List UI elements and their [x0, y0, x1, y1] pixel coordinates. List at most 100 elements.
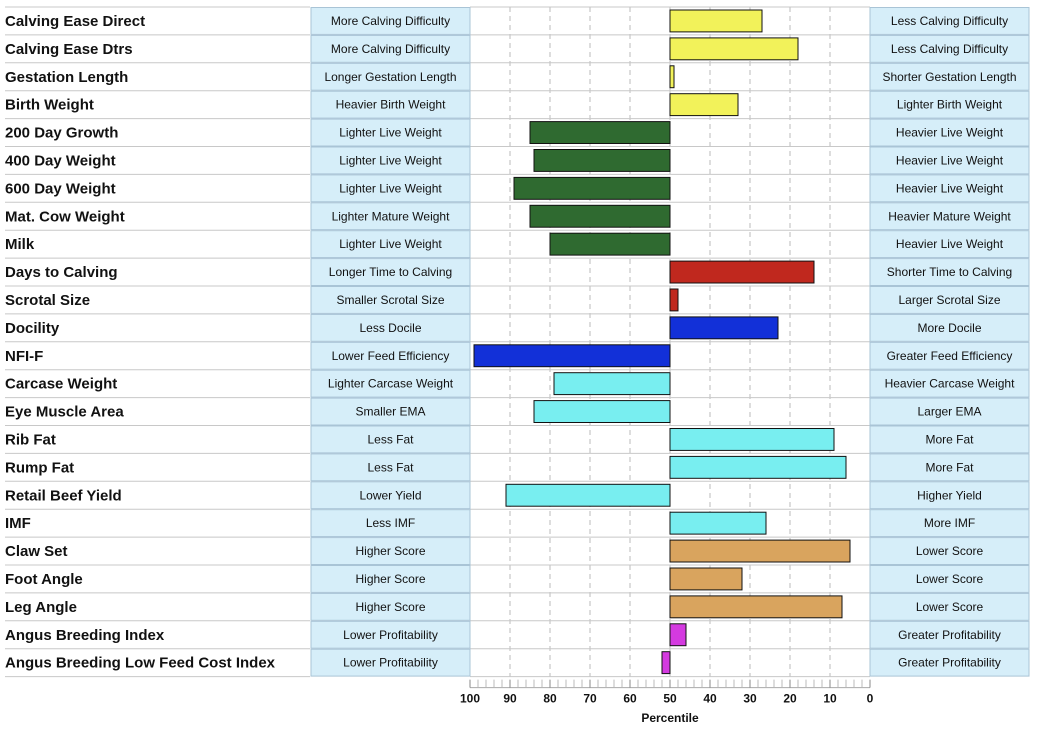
low-desc-label: More Calving Difficulty: [331, 14, 450, 28]
bar-eye-muscle-area: [533, 400, 671, 424]
high-desc-label: Heavier Carcase Weight: [885, 377, 1015, 391]
high-desc-label: Lower Score: [916, 544, 984, 558]
high-desc-box: [869, 202, 1030, 231]
high-desc-box: [869, 90, 1030, 119]
low-desc-label: Less IMF: [366, 516, 415, 530]
high-desc-label: Greater Profitability: [898, 628, 1001, 642]
low-desc-box: [310, 592, 471, 621]
high-desc-box: [869, 481, 1030, 510]
bar-600-day-weight: [513, 176, 671, 200]
rows-layer: Calving Ease Direct More Calving Difficul…: [5, 6, 1030, 678]
high-desc-box: [869, 118, 1030, 147]
low-desc-label: Lighter Live Weight: [339, 126, 442, 140]
x-axis-title: Percentile: [641, 711, 699, 725]
x-tick-label: 10: [823, 692, 837, 706]
high-desc-label: More Docile: [917, 321, 981, 335]
low-desc-box: [310, 341, 471, 370]
high-desc-box: [869, 7, 1030, 35]
low-desc-box: [310, 453, 471, 482]
bar-imf: [669, 511, 767, 535]
low-desc-label: Longer Gestation Length: [324, 70, 456, 84]
bar-angus-breeding-low-feed-cost-index: [661, 651, 671, 675]
low-desc-box: [310, 286, 471, 314]
x-axis: 100 90 80 70 60 50 40 30 20 10 0: [460, 679, 874, 706]
low-desc-box: [310, 565, 471, 593]
high-desc-box: [869, 313, 1030, 342]
x-tick-label: 30: [743, 692, 757, 706]
low-desc-label: Higher Score: [355, 544, 425, 558]
trait-label: Calving Ease Dtrs: [5, 41, 133, 58]
low-desc-label: Lower Profitability: [343, 628, 438, 642]
low-desc-label: Lower Profitability: [343, 656, 438, 670]
low-desc-box: [310, 118, 471, 147]
bar-calving-ease-direct: [669, 9, 763, 33]
trait-label: Rib Fat: [5, 431, 56, 448]
high-desc-label: Higher Yield: [917, 488, 982, 502]
trait-label: Retail Beef Yield: [5, 487, 122, 504]
low-desc-label: Less Fat: [367, 460, 414, 474]
high-desc-box: [869, 341, 1030, 370]
trait-label: 200 Day Growth: [5, 125, 118, 142]
bar-rump-fat: [669, 455, 847, 479]
bar-birth-weight: [669, 93, 739, 117]
low-desc-label: Lighter Mature Weight: [332, 209, 451, 223]
low-desc-box: [310, 509, 471, 538]
low-desc-box: [310, 146, 471, 175]
low-desc-box: [310, 34, 471, 63]
high-desc-box: [869, 62, 1030, 91]
high-desc-box: [869, 174, 1030, 203]
low-desc-box: [310, 62, 471, 91]
high-desc-label: Lighter Birth Weight: [897, 98, 1003, 112]
trait-label: Foot Angle: [5, 571, 83, 588]
x-tick-label: 0: [867, 692, 874, 706]
x-tick-label: 80: [543, 692, 557, 706]
bar-gestation-length: [669, 65, 675, 89]
high-desc-label: More IMF: [924, 516, 975, 530]
trait-label: Birth Weight: [5, 97, 94, 114]
low-desc-box: [310, 369, 471, 398]
bar-rib-fat: [669, 428, 835, 451]
high-desc-box: [869, 620, 1030, 649]
low-desc-box: [310, 620, 471, 649]
trait-label: Calving Ease Direct: [5, 13, 145, 30]
x-tick-label: 50: [663, 692, 677, 706]
low-desc-label: Smaller EMA: [355, 405, 425, 419]
bar-leg-angle: [669, 595, 843, 619]
trait-label: Angus Breeding Index: [5, 627, 165, 644]
high-desc-box: [869, 425, 1030, 454]
trait-label: IMF: [5, 515, 31, 532]
high-desc-label: Less Calving Difficulty: [891, 14, 1008, 28]
high-desc-label: More Fat: [925, 460, 974, 474]
low-desc-label: Lighter Live Weight: [339, 181, 442, 195]
low-desc-label: Lighter Live Weight: [339, 153, 442, 167]
low-desc-label: Lighter Live Weight: [339, 237, 442, 251]
bar-400-day-weight: [533, 149, 671, 172]
bar-mat-cow-weight: [529, 204, 671, 228]
low-desc-label: Longer Time to Calving: [329, 265, 452, 279]
high-desc-box: [869, 565, 1030, 593]
high-desc-label: Less Calving Difficulty: [891, 42, 1008, 56]
high-desc-box: [869, 537, 1030, 565]
bar-claw-set: [669, 539, 851, 563]
trait-label: Rump Fat: [5, 459, 74, 476]
high-desc-box: [869, 230, 1030, 259]
trait-label: Scrotal Size: [5, 292, 90, 309]
high-desc-label: Lower Score: [916, 600, 984, 614]
bar-milk: [549, 232, 671, 256]
low-desc-box: [310, 397, 471, 426]
high-desc-box: [869, 369, 1030, 398]
bar-docility: [669, 316, 779, 340]
high-desc-label: Heavier Live Weight: [896, 181, 1004, 195]
trait-label: Eye Muscle Area: [5, 404, 124, 421]
low-desc-box: [310, 258, 471, 287]
x-tick-label: 60: [623, 692, 637, 706]
low-desc-label: Lower Yield: [359, 488, 421, 502]
low-desc-box: [310, 202, 471, 231]
x-tick-label: 20: [783, 692, 797, 706]
high-desc-label: Lower Score: [916, 572, 984, 586]
low-desc-label: Smaller Scrotal Size: [336, 293, 444, 307]
low-desc-box: [310, 7, 471, 35]
high-desc-label: Greater Profitability: [898, 656, 1001, 670]
x-tick-label: 90: [503, 692, 517, 706]
